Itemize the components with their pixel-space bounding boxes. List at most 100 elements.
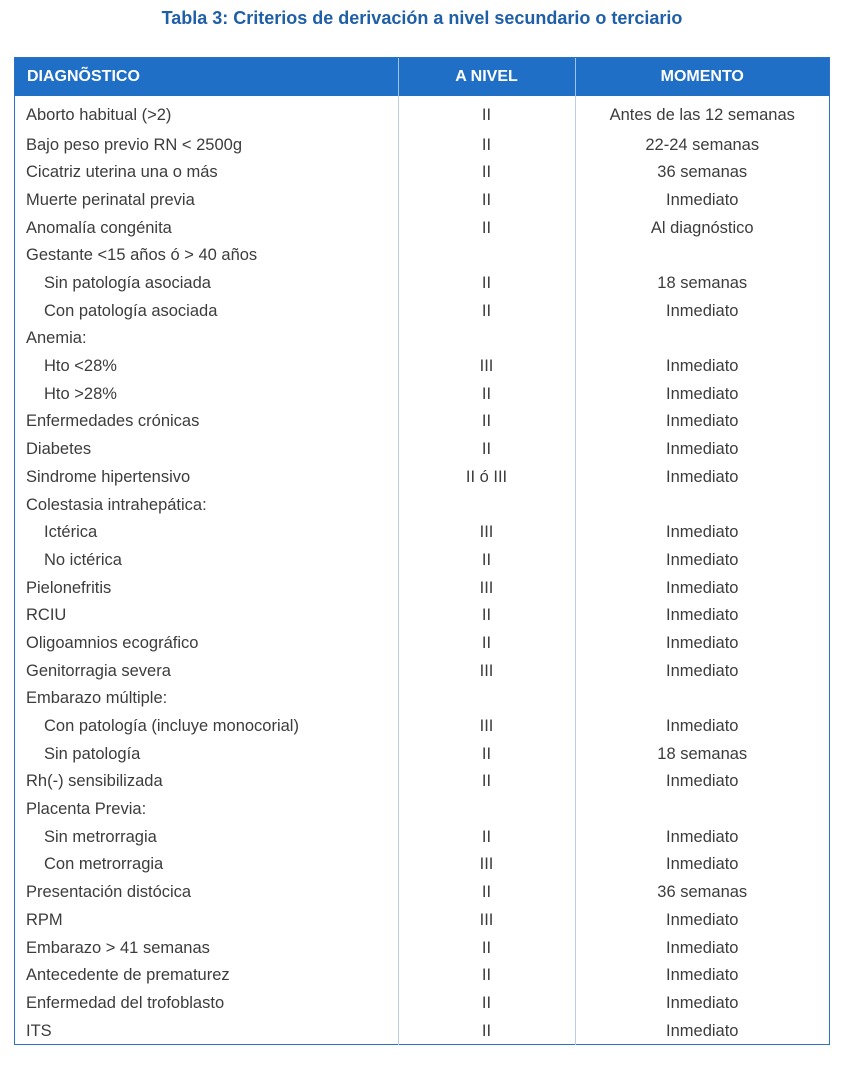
cell-momento: Antes de las 12 semanas [574,96,829,131]
cell-nivel [397,684,575,713]
cell-nivel: II [397,214,575,242]
cell-diagnostico: Antecedente de prematurez [26,966,230,985]
cell-nivel: II [397,407,575,436]
cell-diagnostico: Con patología (incluye monocorial) [44,717,299,736]
cell-diagnostico: Rh(-) sensibilizada [26,772,163,791]
cell-momento: Inmediato [574,407,829,436]
cell-nivel: II [397,96,575,131]
cell-diagnostico: Ictérica [44,523,98,542]
cell-nivel: III [397,518,575,547]
cell-momento: Inmediato [574,712,829,741]
table-row: Oligoamnios ecográfico II Inmediato [15,629,829,658]
cell-nivel: II [397,297,575,325]
cell-diagnostico: Anomalía congénita [26,218,172,237]
table-row: Enfermedad del trofoblasto II Inmediato [15,989,829,1017]
table-row: Gestante <15 años ó > 40 años [15,241,829,270]
cell-momento [574,241,829,270]
cell-diagnostico: Genitorragia severa [26,661,171,680]
cell-nivel [397,490,575,519]
cell-nivel: II [397,878,575,907]
cell-momento: Inmediato [574,657,829,685]
table-row: Sin metrorragia II Inmediato [15,823,829,851]
cell-diagnostico: Embarazo > 41 semanas [26,938,210,957]
table-row: Hto >28% II Inmediato [15,380,829,408]
cell-momento: 18 semanas [574,740,829,768]
table-row: Anomalía congénita II Al diagnóstico [15,214,829,242]
table-row: Muerte perinatal previa II Inmediato [15,186,829,215]
cell-nivel: II [397,380,575,408]
cell-nivel: II [397,186,575,215]
cell-nivel: II [397,740,575,768]
cell-momento [574,490,829,519]
cell-nivel: II [397,158,575,187]
cell-nivel: II [397,767,575,796]
cell-momento: 18 semanas [574,269,829,298]
table-header-row: DIAGNÕSTICO A NIVEL MOMENTO [15,58,829,96]
cell-momento: Inmediato [574,767,829,796]
table-row: RPM III Inmediato [15,906,829,934]
table-row: Hto <28% III Inmediato [15,352,829,381]
cell-diagnostico: Placenta Previa: [26,800,147,819]
cell-momento: Inmediato [574,463,829,491]
table-row: Con patología asociada II Inmediato [15,297,829,325]
page-title: Tabla 3: Criterios de derivación a nivel… [161,8,683,28]
cell-nivel: II [397,269,575,298]
cell-diagnostico: Hto >28% [44,384,117,403]
cell-momento: Inmediato [574,352,829,381]
cell-momento: Inmediato [574,186,829,215]
table-row: Sin patología asociada II 18 semanas [15,269,829,298]
table-row: Enfermedades crónicas II Inmediato [15,407,829,436]
cell-nivel: III [397,352,575,381]
table-row: Anemia: [15,324,829,353]
cell-momento: Inmediato [574,1017,829,1045]
cell-momento: Inmediato [574,629,829,658]
cell-nivel: II [397,601,575,630]
cell-diagnostico: RCIU [26,606,67,625]
cell-momento: 36 semanas [574,878,829,907]
table-row: Rh(-) sensibilizada II Inmediato [15,767,829,796]
cell-nivel [397,324,575,353]
table-row: Placenta Previa: [15,795,829,824]
cell-nivel: II [397,1017,575,1045]
table-row: Presentación distócica II 36 semanas [15,878,829,907]
cell-diagnostico: Anemia: [26,329,87,348]
cell-diagnostico: ITS [26,1021,52,1040]
table-row: Con metrorragia III Inmediato [15,850,829,879]
table-row: Sindrome hipertensivo II ó III Inmediato [15,463,829,491]
table-row: No ictérica II Inmediato [15,546,829,574]
cell-momento: Inmediato [574,380,829,408]
cell-nivel [397,795,575,824]
column-header-momento: MOMENTO [574,58,829,96]
table-row: Sin patología II 18 semanas [15,740,829,768]
referral-criteria-table: DIAGNÕSTICO A NIVEL MOMENTO Aborto habit… [14,57,830,1045]
cell-momento: Inmediato [574,961,829,990]
cell-momento: Inmediato [574,435,829,464]
cell-nivel [397,241,575,270]
table-row: Diabetes II Inmediato [15,435,829,464]
cell-diagnostico: Con metrorragia [44,855,164,874]
column-header-diagnostico: DIAGNÕSTICO [15,58,398,96]
table-row: ITS II Inmediato [15,1017,829,1045]
cell-momento: Inmediato [574,933,829,962]
cell-nivel: II [397,823,575,851]
cell-diagnostico: No ictérica [44,550,122,569]
cell-momento: Inmediato [574,546,829,574]
cell-diagnostico: Hto <28% [44,357,117,376]
table-row: Genitorragia severa III Inmediato [15,657,829,685]
cell-nivel: III [397,657,575,685]
cell-nivel: II ó III [397,463,575,491]
cell-momento: Inmediato [574,823,829,851]
cell-momento: 36 semanas [574,158,829,187]
cell-diagnostico: Sin metrorragia [44,827,157,846]
cell-diagnostico: Cicatriz uterina una o más [26,163,218,182]
cell-momento: Inmediato [574,906,829,934]
table-row: Con patología (incluye monocorial) III Inm… [15,712,829,741]
table-row: Colestasia intrahepática: [15,490,829,519]
cell-nivel: II [397,933,575,962]
table-body: Aborto habitual (>2) II Antes de las 12 se… [15,96,829,1045]
cell-diagnostico: Con patología asociada [44,301,218,320]
cell-diagnostico: Enfermedades crónicas [26,412,200,431]
table-row: Pielonefritis III Inmediato [15,574,829,602]
table-row: Ictérica III Inmediato [15,518,829,547]
cell-momento [574,684,829,713]
